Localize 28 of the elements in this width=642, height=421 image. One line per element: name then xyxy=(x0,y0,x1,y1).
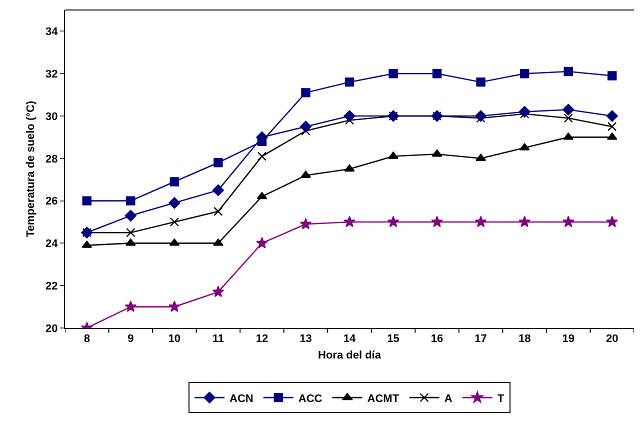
y-tick-label: 34 xyxy=(46,26,59,38)
x-tick-label: 15 xyxy=(387,333,400,346)
x-tick-label: 12 xyxy=(256,333,268,346)
legend-label: T xyxy=(497,392,504,405)
y-tick-label: 20 xyxy=(46,322,58,335)
x-tick-label: 19 xyxy=(562,333,574,346)
x-tick-label: 14 xyxy=(343,333,356,346)
y-tick-label: 32 xyxy=(46,68,58,80)
y-tick-label: 26 xyxy=(46,196,58,208)
y-tick-label: 22 xyxy=(46,280,58,292)
y-tick-label: 30 xyxy=(46,110,58,123)
y-tick-label: 28 xyxy=(46,153,58,166)
x-tick-label: 20 xyxy=(606,333,618,346)
x-tick-label: 17 xyxy=(474,333,487,346)
y-tick-label: 24 xyxy=(46,238,59,250)
x-tick-label: 11 xyxy=(212,333,224,346)
legend-label: ACC xyxy=(298,392,322,405)
x-tick-label: 10 xyxy=(168,333,181,346)
legend-label: ACN xyxy=(230,392,254,405)
x-tick-label: 13 xyxy=(300,333,312,346)
y-axis-title: Temperatura de suelo (°C) xyxy=(25,100,38,238)
legend-label: ACMT xyxy=(367,392,400,405)
x-axis-title: Hora del día xyxy=(318,349,382,362)
legend-label: A xyxy=(444,392,452,405)
x-tick-label: 8 xyxy=(84,333,90,346)
x-tick-label: 16 xyxy=(430,333,444,346)
x-tick-label: 9 xyxy=(128,333,134,346)
x-tick-label: 18 xyxy=(518,333,531,346)
